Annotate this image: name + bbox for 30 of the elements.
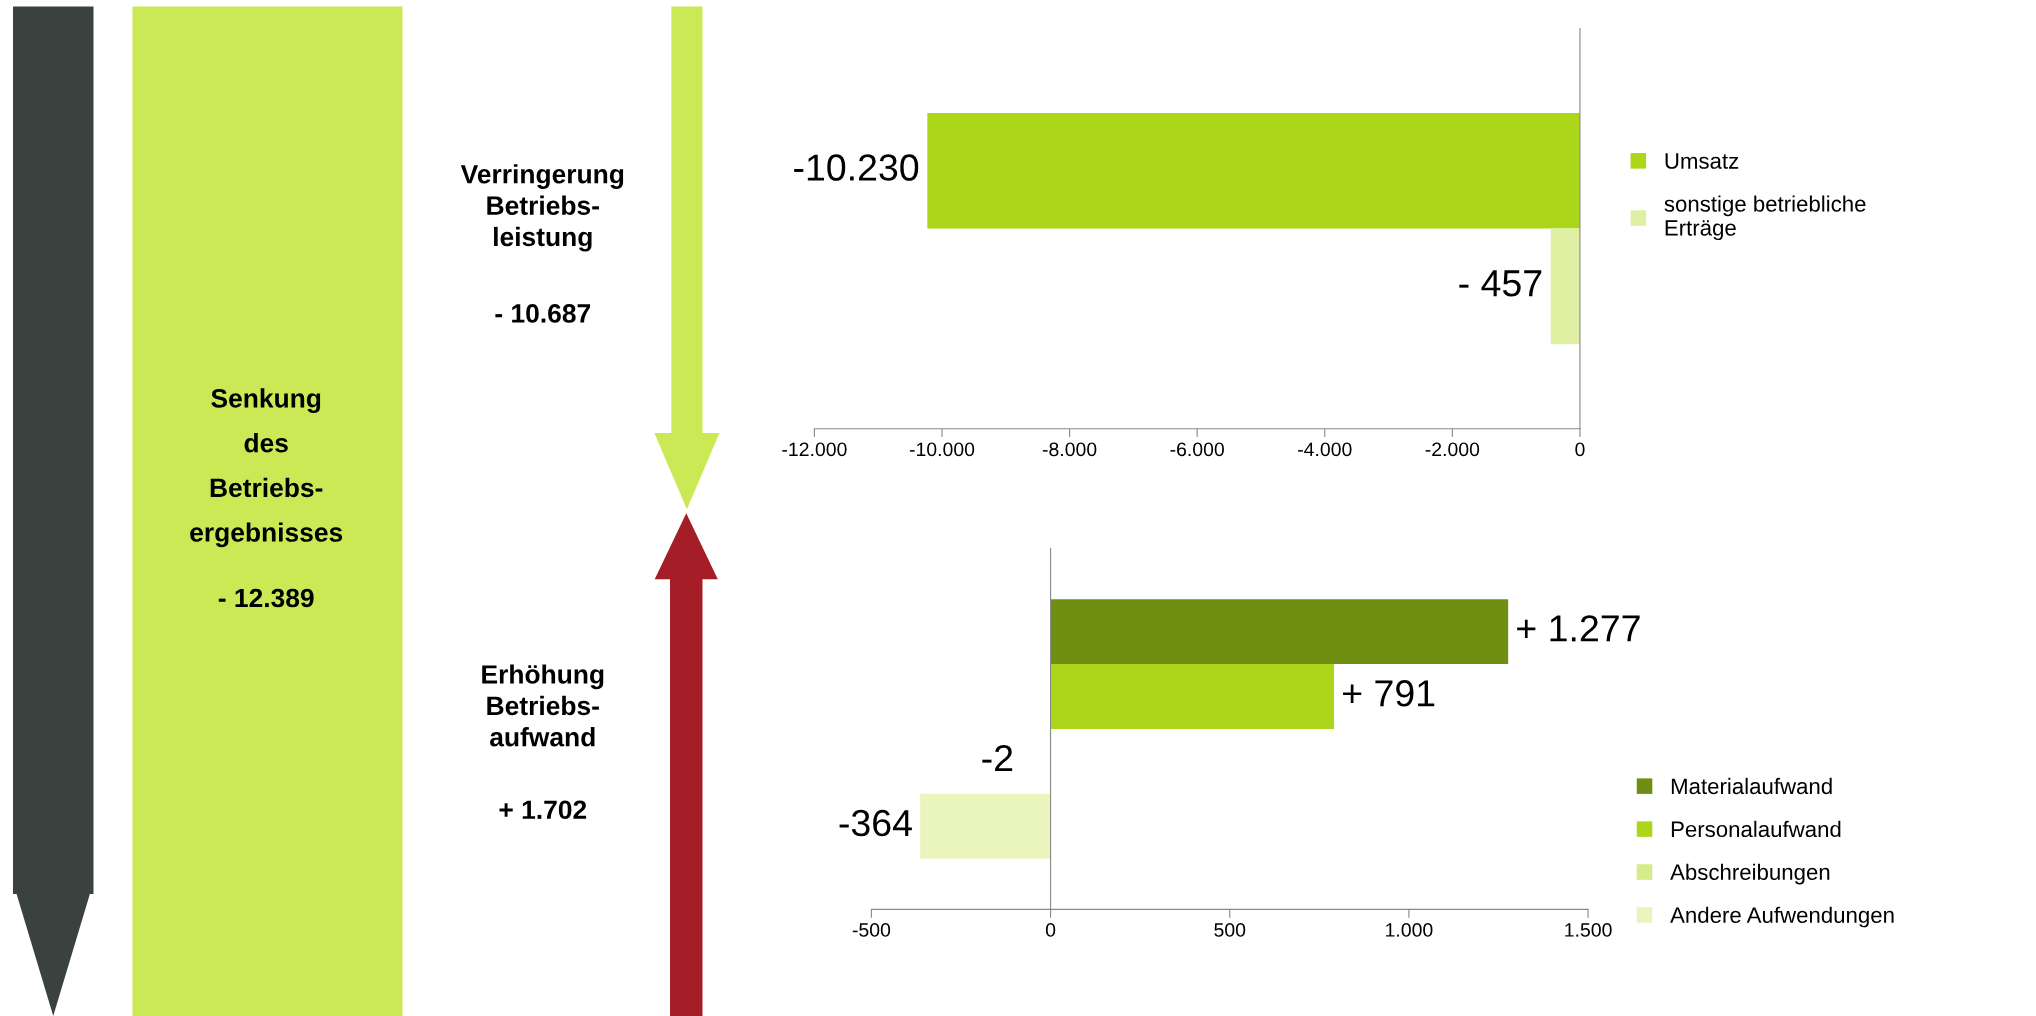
legend-label: Materialaufwand (1671, 777, 1832, 795)
x-tick-label: -12.000 (782, 442, 847, 457)
x-tick-label: -8.000 (1042, 442, 1097, 457)
x-tick-label: 1.000 (1386, 923, 1433, 937)
legend-label: sonstige betriebliche Erträge (1664, 195, 1866, 241)
text: Verringerung Betriebs- leistung (460, 164, 624, 252)
legend-label: Personalaufwand (1671, 820, 1841, 838)
x-tick-label: 0 (1045, 923, 1056, 937)
data-label: -10.230 (794, 154, 919, 181)
text: - 10.687 (495, 304, 591, 323)
text: Erhöhung Betriebs- aufwand (482, 664, 604, 747)
x-tick-label: -500 (852, 923, 891, 937)
x-tick-label: 500 (1214, 923, 1246, 937)
x-tick-label: 1.500 (1565, 923, 1612, 937)
text: + 1.702 (499, 800, 587, 820)
x-tick-label: -2.000 (1425, 442, 1480, 457)
x-tick-label: 0 (1575, 442, 1585, 457)
data-label: -364 (839, 809, 912, 837)
legend-label: Umsatz (1665, 153, 1739, 169)
text: Senkung des Betriebs- ergebnisses (190, 388, 343, 548)
x-tick-label: -4.000 (1298, 442, 1352, 457)
legend-label: Andere Aufwendungen (1670, 906, 1894, 928)
data-label: -2 (982, 744, 1013, 772)
data-label: + 1.277 (1517, 615, 1640, 642)
data-label: - 457 (1459, 270, 1542, 297)
text: - 12.389 (218, 588, 314, 608)
x-tick-label: -10.000 (909, 442, 975, 457)
legend-label: Abschreibungen (1670, 863, 1830, 885)
x-tick-label: -6.000 (1170, 442, 1224, 457)
data-label: + 791 (1343, 680, 1435, 707)
